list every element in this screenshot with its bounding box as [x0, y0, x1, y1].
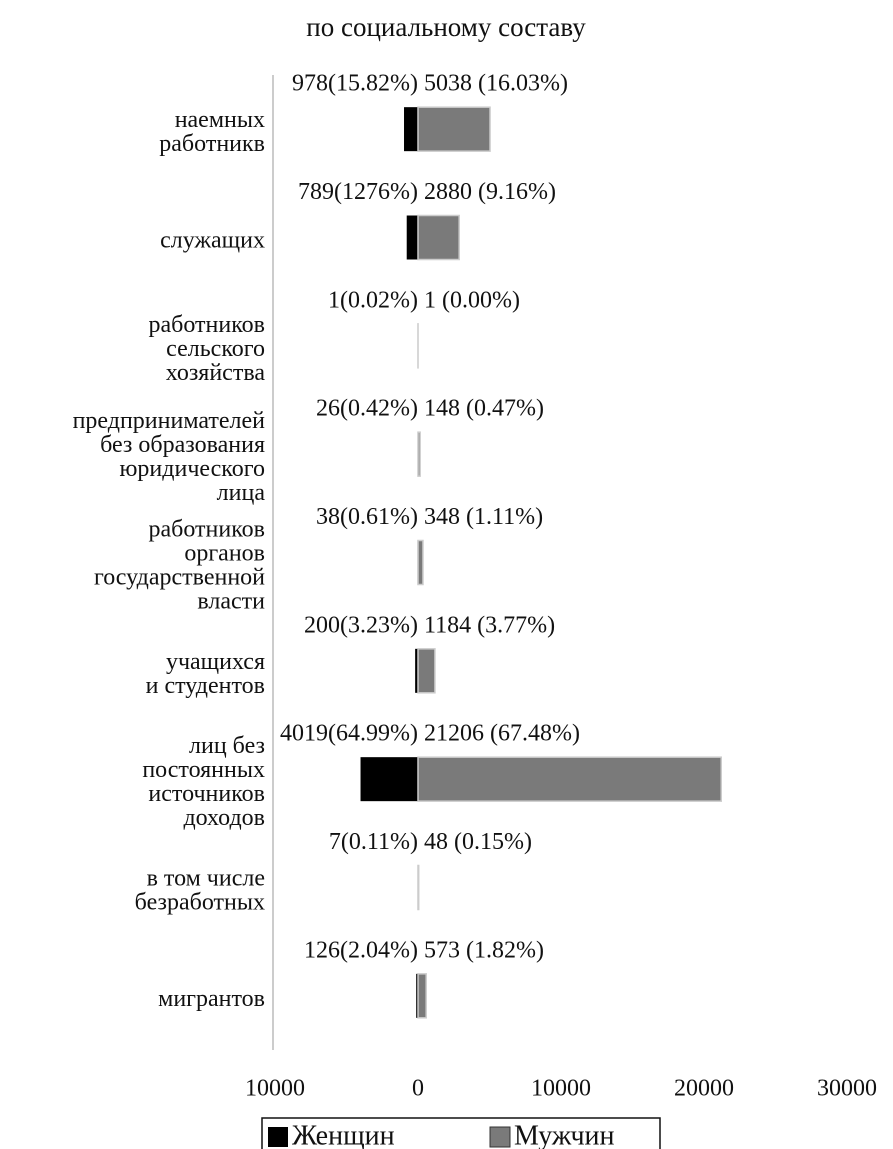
- x-tick-label: 20000: [674, 1076, 734, 1102]
- data-label: 126(2.04%): [304, 937, 418, 963]
- data-label: 5038 (16.03%): [424, 71, 568, 97]
- bar: [404, 107, 418, 152]
- data-label: 1(0.02%): [328, 287, 418, 313]
- bar: [417, 864, 420, 911]
- chart-title: по социальному составу: [306, 12, 586, 42]
- y-tick-label: служащих: [160, 227, 265, 253]
- legend-swatch: [489, 1126, 511, 1148]
- data-label: 348 (1.11%): [424, 504, 543, 530]
- data-label: 200(3.23%): [304, 612, 418, 638]
- data-label: 1184 (3.77%): [424, 612, 555, 638]
- data-label: 1 (0.00%): [424, 287, 520, 313]
- bar: [417, 214, 460, 261]
- data-label: 26(0.42%): [316, 396, 418, 422]
- y-tick-label: работников сельского хозяйства: [149, 311, 266, 385]
- bar: [417, 648, 436, 694]
- y-tick-label: лиц без постоянных источников доходов: [142, 733, 265, 831]
- x-tick-label: 10000: [531, 1076, 591, 1102]
- bar: [416, 973, 418, 1018]
- data-label: 4019(64.99%): [280, 721, 418, 747]
- bar: [417, 106, 491, 152]
- data-label: 789(1276%): [298, 179, 418, 205]
- bar: [406, 215, 418, 260]
- y-tick-label: наемных работникв: [159, 107, 265, 157]
- y-tick-label: учащихся и студентов: [146, 648, 265, 698]
- data-label: 48 (0.15%): [424, 829, 532, 855]
- x-tick-label: 30000: [817, 1076, 877, 1102]
- data-label: 573 (1.82%): [424, 937, 544, 963]
- data-label: 7(0.11%): [329, 829, 418, 855]
- data-label: 2880 (9.16%): [424, 179, 556, 205]
- data-label: 148 (0.47%): [424, 396, 544, 422]
- legend-box: [261, 1117, 661, 1149]
- data-label: 978(15.82%): [292, 71, 418, 97]
- bar: [360, 757, 418, 802]
- legend-label: Мужчин: [514, 1120, 615, 1149]
- x-tick-label: 10000: [245, 1076, 305, 1102]
- data-label: 38(0.61%): [316, 504, 418, 530]
- bar: [417, 756, 722, 802]
- bar: [417, 973, 427, 1019]
- y-tick-label: работников органов государственной власти: [94, 516, 265, 614]
- data-label: 21206 (67.48%): [424, 721, 580, 747]
- bar: [417, 431, 421, 477]
- y-tick-label: предпринимателей без образования юридическ…: [73, 408, 266, 506]
- bar: [417, 539, 424, 586]
- y-tick-label: в том числе безработных: [135, 865, 265, 915]
- y-tick-label: мигрантов: [158, 985, 265, 1011]
- x-tick-label: 0: [412, 1076, 424, 1102]
- legend-swatch: [268, 1127, 288, 1147]
- bar: [415, 648, 418, 693]
- legend-label: Женщин: [292, 1120, 395, 1149]
